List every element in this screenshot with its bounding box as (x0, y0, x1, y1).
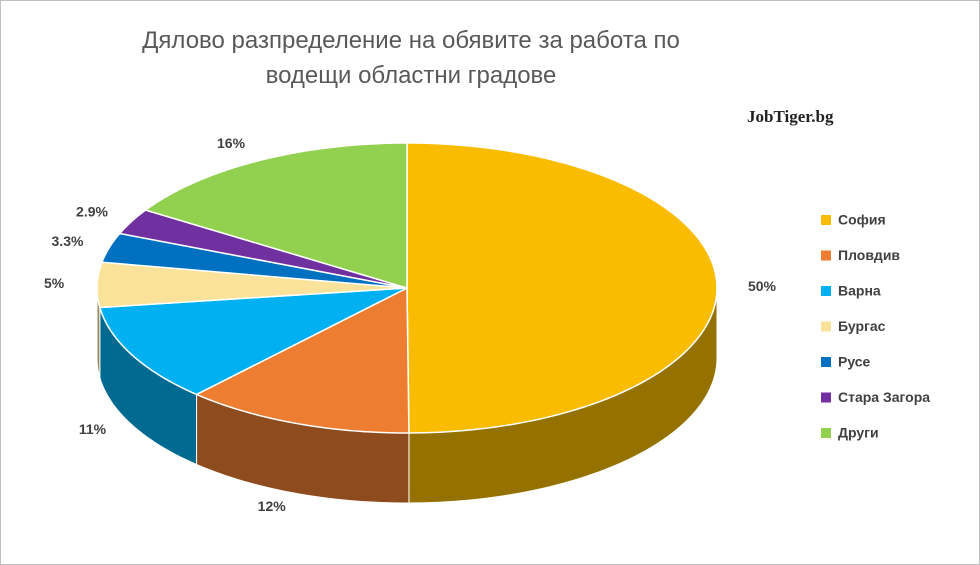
legend-label: Варна (838, 283, 881, 299)
legend-swatch (821, 286, 831, 296)
data-label: 11% (79, 421, 107, 437)
slice (100, 232, 408, 289)
chart-title: Дялово разпределение на обявите за работ… (142, 27, 680, 89)
slice (194, 286, 410, 434)
data-label: 16% (217, 135, 246, 151)
data-label: 5% (44, 275, 65, 291)
legend-swatch (821, 392, 831, 403)
legend-label: Други (838, 425, 879, 441)
legend-label: Пловдив (838, 247, 900, 263)
legend-swatch (821, 215, 831, 225)
legend-label: Стара Загора (838, 389, 930, 405)
data-label: 2.9% (76, 204, 108, 220)
slice (118, 209, 408, 289)
data-label: 50% (748, 278, 777, 294)
legend-swatch (821, 357, 831, 367)
legend-swatch (821, 428, 831, 438)
slice (143, 142, 408, 290)
slice (96, 261, 408, 309)
annotation: JobTiger.bg (747, 107, 834, 126)
legend-label: Русе (838, 354, 871, 370)
legend-label: София (838, 212, 886, 228)
slice (406, 142, 718, 434)
data-label: 12% (258, 498, 287, 514)
legend-swatch (821, 250, 831, 261)
legend-swatch (821, 321, 831, 332)
legend-label: Бургас (838, 318, 886, 334)
slice (98, 287, 408, 396)
data-label: 3.3% (52, 233, 84, 249)
